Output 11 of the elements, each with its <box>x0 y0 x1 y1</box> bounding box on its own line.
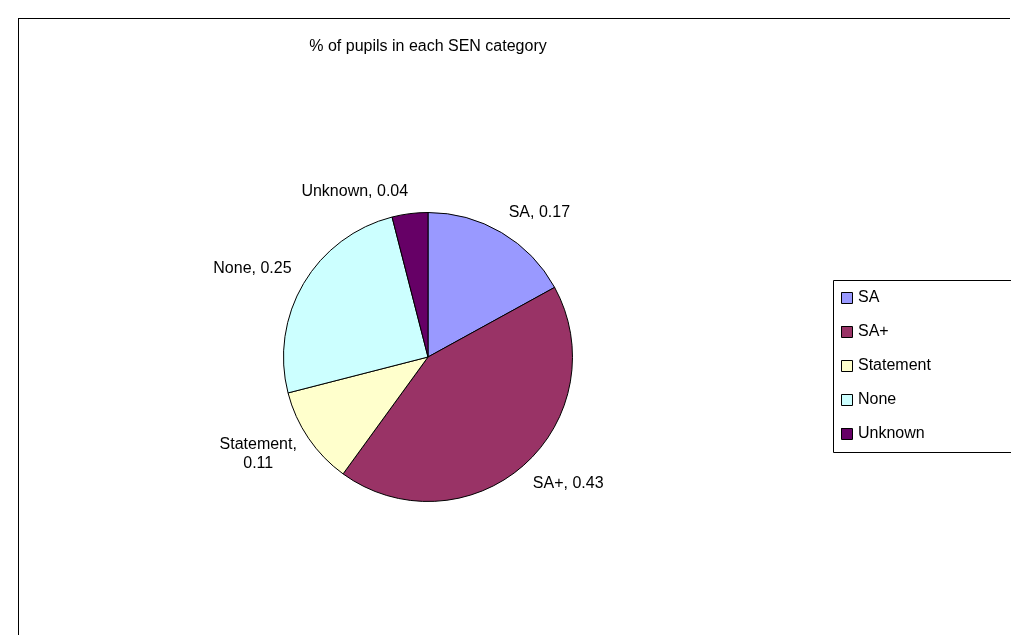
legend-label: Unknown <box>858 424 925 442</box>
data-label: SA+, 0.43 <box>532 474 604 492</box>
legend-label: SA+ <box>858 322 889 340</box>
data-label: Statement, 0.11 <box>219 435 297 471</box>
legend-label: Statement <box>858 356 932 374</box>
chart-title: % of pupils in each SEN category <box>309 37 547 55</box>
data-label: SA, 0.17 <box>508 202 571 220</box>
data-label: Unknown, 0.04 <box>301 182 409 200</box>
legend-label: SA <box>858 288 880 306</box>
legend-label: None <box>858 390 897 408</box>
data-label: None, 0.25 <box>213 258 292 276</box>
